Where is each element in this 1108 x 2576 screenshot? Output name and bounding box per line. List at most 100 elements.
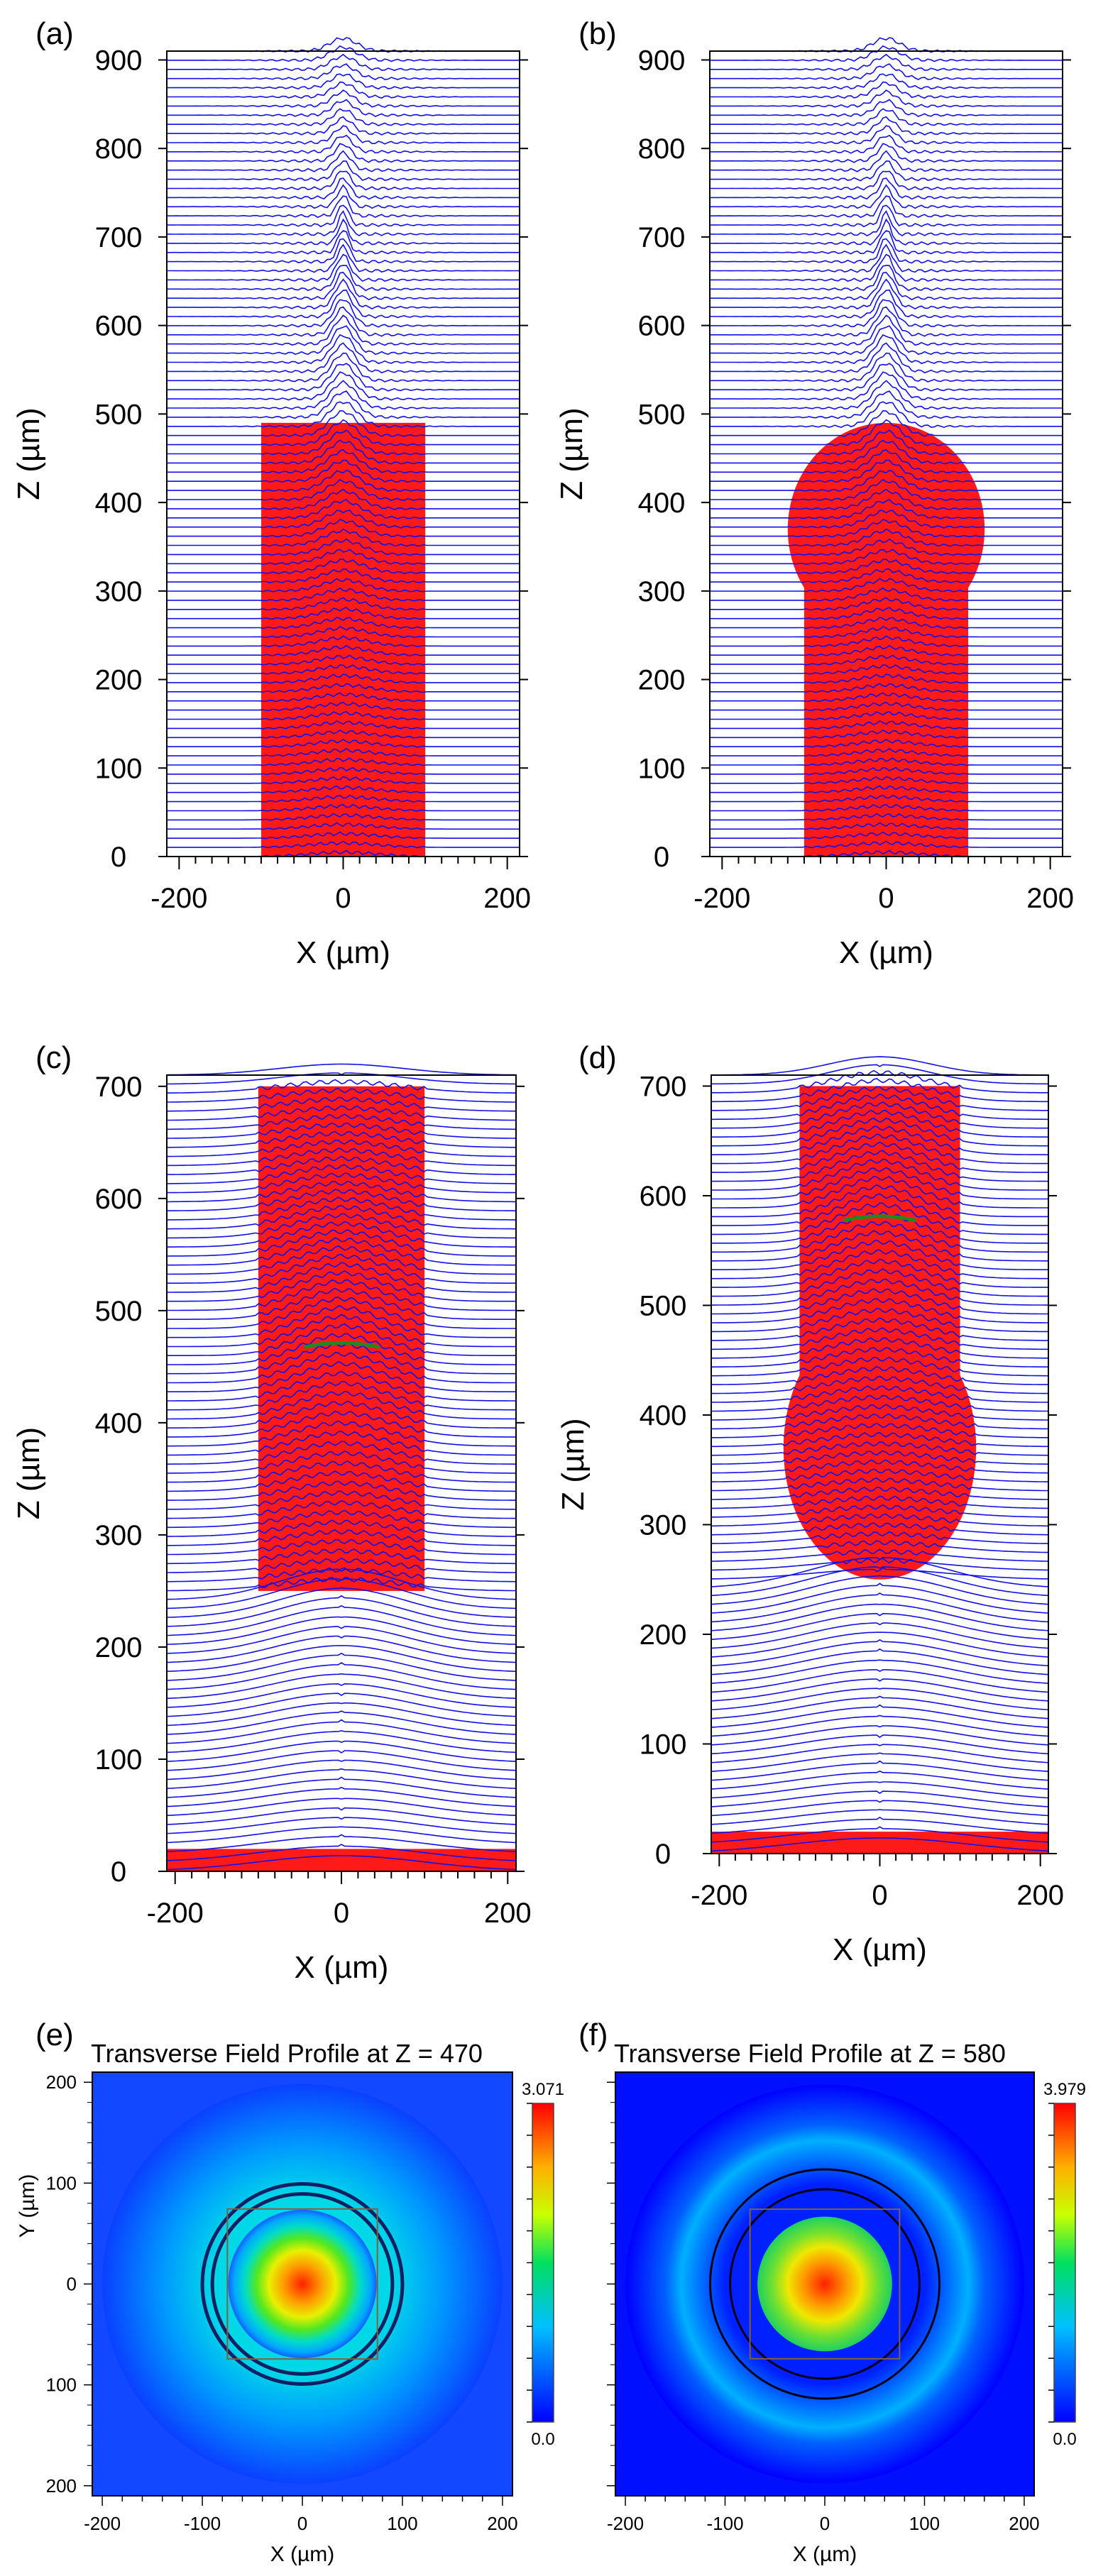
trace-line <box>167 116 520 136</box>
trace-line <box>167 1204 516 1230</box>
y-tick-label: 400 <box>95 488 143 519</box>
trace-line <box>711 1431 1048 1448</box>
trace-line <box>167 45 520 62</box>
trace-line <box>167 1314 516 1348</box>
trace-line <box>711 1837 1049 1852</box>
trace-line <box>166 1587 517 1618</box>
trace-line <box>167 1509 516 1529</box>
axes-d: 0 100 200 300 400 500 600 700 -200 0 200 <box>640 1071 1064 1911</box>
trace-line <box>711 1688 1049 1711</box>
trace-line <box>710 184 1063 209</box>
trace-line <box>166 1189 517 1211</box>
trace-line <box>710 748 1063 757</box>
trace-line <box>711 1167 1048 1200</box>
trace-line <box>167 776 520 785</box>
y-tick-label: 100 <box>46 2172 77 2194</box>
trace-line <box>167 253 520 282</box>
trace-line <box>167 1451 516 1474</box>
y-tick-label: 700 <box>95 1072 143 1103</box>
trace-line <box>711 1495 1048 1509</box>
trace-line <box>167 1352 516 1384</box>
panel-b: 0 100 200 300 400 500 600 700 800 900 -200 0 200 X (µ… <box>554 16 1074 970</box>
trace-line <box>167 549 520 566</box>
trace-line <box>167 325 520 356</box>
trace-line <box>167 478 520 502</box>
boundary-ring <box>708 2168 941 2400</box>
y-tick-label: 100 <box>638 753 686 784</box>
panel-label: (f) <box>578 2018 608 2052</box>
trace-line <box>167 150 520 172</box>
trace-line <box>711 1101 1048 1129</box>
y-tick-label: 200 <box>95 1632 143 1663</box>
trace-line <box>710 711 1063 721</box>
structure-d <box>711 1086 1048 1854</box>
trace-line <box>711 1725 1049 1746</box>
y-axis-label: Z (µm) <box>11 1427 46 1519</box>
trace-line <box>167 134 520 154</box>
trace-line <box>166 230 520 255</box>
fiber-core <box>260 422 426 857</box>
trace-line <box>711 1592 1049 1623</box>
trace-line <box>166 1826 517 1844</box>
trace-line <box>167 363 520 392</box>
trace-line <box>709 204 1063 228</box>
structure-b <box>787 422 985 857</box>
x-tick-label: -100 <box>184 2513 221 2534</box>
y-tick-label: 100 <box>95 753 143 784</box>
trace-line <box>711 1477 1049 1492</box>
y-tick-label: 900 <box>638 45 686 76</box>
trace-line <box>711 1648 1049 1675</box>
x-tick-label: 200 <box>1026 883 1074 914</box>
y-tick-label: 700 <box>640 1071 687 1102</box>
trace-line <box>167 558 520 575</box>
trace-line <box>167 794 520 803</box>
trace-line <box>710 644 1063 656</box>
trace-line <box>167 1380 516 1411</box>
trace-line <box>710 325 1063 356</box>
trace-line <box>711 1317 1048 1341</box>
trace-line <box>167 1480 516 1501</box>
trace-line <box>167 177 520 200</box>
trace-line <box>711 1109 1048 1138</box>
trace-line <box>710 53 1063 72</box>
trace-line <box>710 352 1063 382</box>
trace-line <box>710 289 1063 319</box>
trace-line <box>166 1798 517 1817</box>
y-tick-label: 0 <box>67 2274 77 2295</box>
field-traces-d <box>711 1056 1049 1852</box>
boundary-ring <box>210 2192 395 2376</box>
trace-line <box>711 1404 1048 1421</box>
trace-line <box>167 607 520 620</box>
trace-line <box>167 1221 516 1248</box>
trace-line <box>710 299 1063 328</box>
trace-line <box>710 73 1063 90</box>
trace-line <box>710 150 1063 172</box>
trace-line <box>711 1307 1048 1333</box>
trace-line <box>711 1714 1049 1737</box>
trace-line <box>167 840 520 849</box>
sensor-box <box>749 2208 901 2360</box>
trace-line <box>167 519 520 538</box>
trace-line <box>710 89 1063 108</box>
trace-line <box>710 488 1063 510</box>
trace-line <box>710 306 1063 337</box>
trace-line <box>167 439 520 465</box>
y-tick-label: 400 <box>640 1400 687 1431</box>
substrate <box>167 1849 516 1871</box>
x-axis-label: X (µm) <box>793 2543 857 2566</box>
trace-line <box>167 125 520 145</box>
trace-line <box>167 1410 516 1438</box>
trace-line <box>711 1298 1048 1323</box>
trace-line <box>167 625 520 639</box>
x-tick-label: 200 <box>487 2513 517 2534</box>
trace-line <box>711 1513 1048 1527</box>
trace-line <box>167 1237 516 1266</box>
panel-title: Transverse Field Profile at Z = 580 <box>614 2039 1006 2068</box>
trace-line <box>711 1760 1049 1781</box>
trace-line <box>167 306 520 337</box>
trace-line <box>710 607 1063 620</box>
trace-line <box>167 265 520 292</box>
trace-line <box>167 587 520 602</box>
trace-line <box>167 568 520 583</box>
trace-line <box>167 597 520 611</box>
